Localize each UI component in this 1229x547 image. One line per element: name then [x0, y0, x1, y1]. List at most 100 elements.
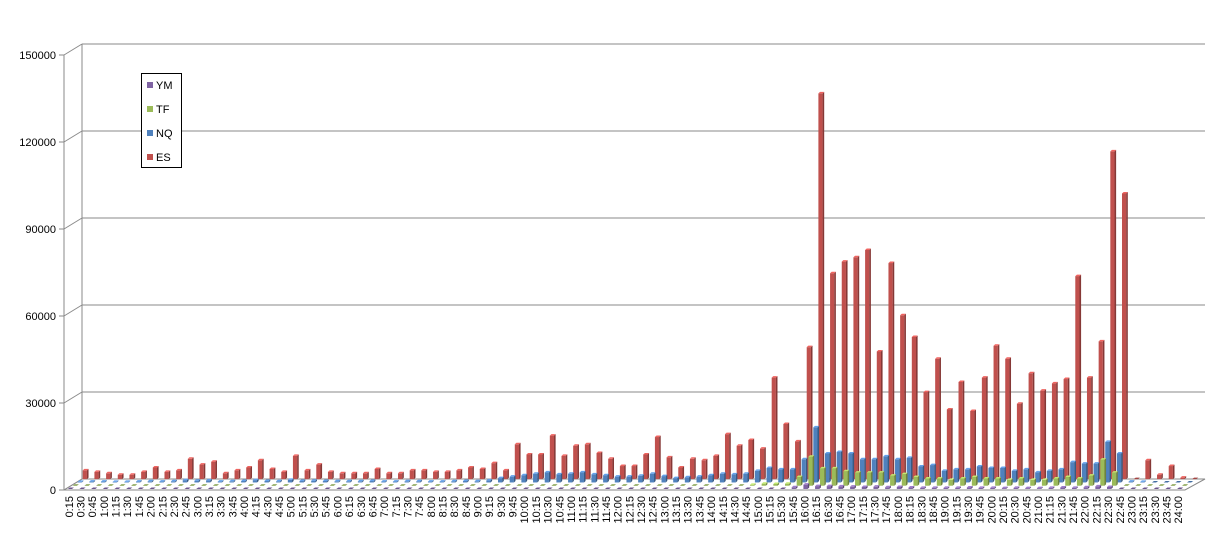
- bar-nq: [789, 467, 796, 483]
- x-tick-label: 18:30: [916, 496, 928, 524]
- bar-nq: [626, 475, 633, 483]
- bar-ym: [931, 486, 938, 489]
- bar-es: [211, 460, 217, 480]
- bar-es: [923, 390, 930, 480]
- bar-es: [491, 461, 498, 480]
- bar-es: [689, 457, 696, 480]
- bar-tf: [1182, 484, 1189, 486]
- bar-tf: [528, 484, 535, 486]
- bar-es: [526, 452, 533, 480]
- bar-tf: [1053, 476, 1060, 486]
- x-tick-label: 4:30: [262, 496, 274, 517]
- bar-ym: [137, 487, 145, 489]
- bar-es: [479, 467, 486, 480]
- bar-ym: [826, 484, 833, 489]
- bar-ym: [850, 485, 856, 489]
- bar-ym: [698, 487, 705, 489]
- bar-tf: [831, 466, 838, 486]
- x-tick-label: 6:30: [356, 496, 368, 517]
- bar-tf: [948, 478, 955, 486]
- bar-tf: [574, 484, 582, 486]
- bar-tf: [983, 476, 990, 486]
- bar-tf: [995, 476, 1001, 486]
- legend: YM TF NQ ES: [141, 73, 182, 168]
- bar-nq: [287, 478, 294, 483]
- x-tick-label: 10:30: [543, 496, 555, 524]
- bar-ym: [301, 487, 308, 489]
- bar-ym: [394, 487, 401, 489]
- bar-tf: [609, 484, 617, 486]
- bar-nq: [813, 425, 820, 483]
- bar-nq: [836, 450, 843, 483]
- bar-ym: [266, 487, 273, 489]
- bar-es: [503, 468, 509, 480]
- bar-ym: [815, 484, 821, 489]
- x-tick-label: 9:45: [508, 496, 520, 517]
- x-tick-label: 13:00: [659, 496, 671, 524]
- bar-es: [176, 468, 182, 480]
- bar-nq: [591, 472, 598, 483]
- bar-es: [900, 313, 906, 480]
- bar-es: [281, 470, 288, 480]
- bar-ym: [955, 486, 961, 489]
- bars: [67, 91, 1199, 489]
- bar-tf: [259, 484, 266, 486]
- bar-es: [1168, 464, 1175, 480]
- x-tick-label: 2:30: [169, 496, 181, 517]
- bar-es: [748, 438, 755, 480]
- bar-nq: [906, 456, 913, 483]
- bar-tf: [679, 484, 687, 486]
- x-tick-label: 16:15: [811, 496, 823, 524]
- bar-ym: [639, 487, 647, 489]
- bar-nq: [229, 479, 236, 483]
- bar-es: [666, 455, 673, 480]
- bar-ym: [873, 485, 880, 489]
- bar-es: [1063, 377, 1070, 480]
- bar-tf: [971, 475, 978, 486]
- bar-nq: [568, 472, 574, 483]
- bar-es: [1121, 191, 1128, 480]
- bar-tf: [271, 484, 278, 486]
- x-tick-label: 17:15: [858, 496, 870, 524]
- bar-nq: [136, 480, 142, 483]
- bar-nq: [918, 465, 925, 483]
- x-tick-label: 22:30: [1103, 496, 1115, 524]
- bar-ym: [383, 487, 390, 489]
- x-tick-label: 16:30: [823, 496, 835, 524]
- bar-nq: [416, 479, 423, 483]
- bar-es: [316, 463, 323, 480]
- bar-nq: [603, 473, 609, 483]
- bar-ym: [1071, 486, 1078, 489]
- bar-nq: [673, 476, 679, 483]
- bar-tf: [1100, 458, 1107, 486]
- x-tick-label: 11:15: [578, 496, 590, 523]
- bar-es: [386, 471, 393, 480]
- bar-es: [1086, 376, 1093, 480]
- x-tick-label: 17:30: [870, 496, 882, 524]
- bar-nq: [848, 451, 855, 483]
- bar-nq: [474, 479, 481, 483]
- bar-nq: [1128, 480, 1135, 483]
- x-tick-label: 4:00: [239, 496, 251, 517]
- bar-nq: [1023, 467, 1030, 483]
- bar-tf: [855, 471, 861, 486]
- bar-ym: [721, 487, 728, 489]
- bar-nq: [614, 475, 621, 483]
- x-tick-label: 22:15: [1091, 496, 1103, 524]
- bar-ym: [91, 487, 98, 489]
- bar-tf: [1030, 478, 1037, 486]
- bar-tf: [726, 484, 733, 486]
- bar-nq: [112, 480, 119, 483]
- x-tick-label: 2:00: [146, 496, 158, 517]
- bar-nq: [276, 479, 282, 483]
- bar-ym: [1177, 487, 1184, 489]
- bar-es: [398, 471, 404, 480]
- floor: [62, 478, 1206, 491]
- x-tick-label: 20:30: [1010, 496, 1022, 524]
- bar-tf: [901, 472, 908, 486]
- x-tick-label: 21:00: [1033, 496, 1045, 524]
- bar-es: [1075, 274, 1082, 480]
- bar-es: [561, 454, 568, 480]
- bar-nq: [217, 480, 224, 483]
- bar-tf: [749, 483, 756, 486]
